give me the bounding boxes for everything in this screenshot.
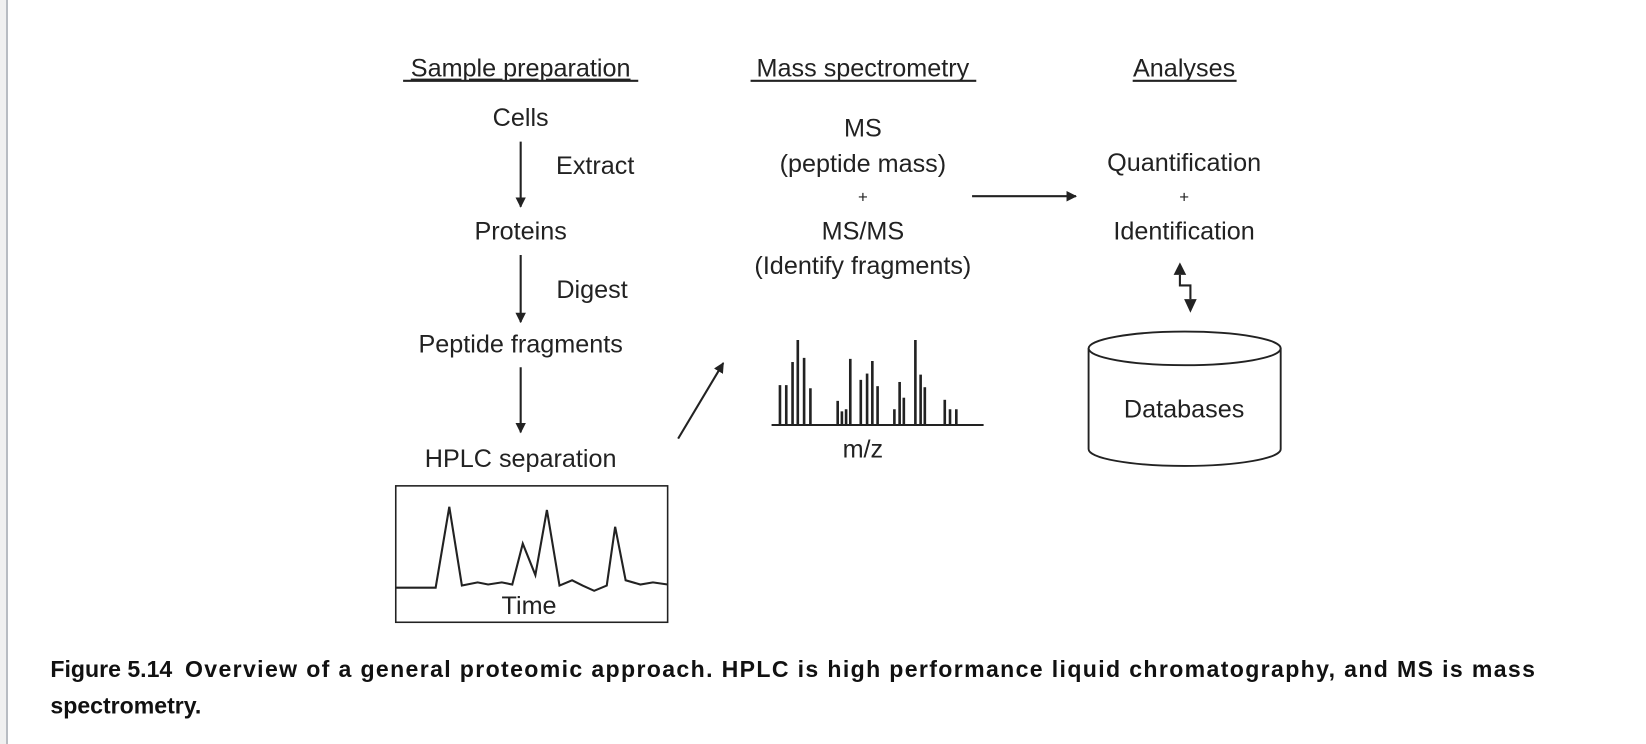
step-proteins: Proteins	[474, 217, 566, 245]
step-peptide-fragments: Peptide fragments	[419, 331, 623, 359]
mz-axis-label: m/z	[843, 436, 884, 464]
database-cylinder-icon	[1087, 330, 1282, 467]
header-analyses: Analyses	[1133, 55, 1235, 83]
quantification-label: Quantification	[1107, 149, 1261, 177]
ms-label: MS	[844, 114, 882, 142]
msms-label: MS/MS	[822, 217, 905, 245]
figure-caption-line1: Figure 5.14 Overview of a general proteo…	[50, 656, 1535, 682]
step-hplc-separation: HPLC separation	[425, 445, 617, 473]
diagonal-arrow	[677, 362, 725, 440]
plus-sign: +	[1179, 188, 1189, 207]
databases-label: Databases	[1124, 396, 1244, 424]
mass-spectrum	[778, 339, 958, 425]
chromatogram-box	[394, 485, 669, 624]
time-axis-label: Time	[502, 592, 557, 620]
step-extract: Extract	[556, 152, 634, 180]
identification-label: Identification	[1113, 217, 1254, 245]
plus-sign: +	[858, 188, 868, 207]
peptide-mass-label: (peptide mass)	[780, 150, 947, 178]
header-sample-preparation: Sample preparation	[411, 55, 631, 83]
step-cells: Cells	[493, 104, 549, 132]
step-digest: Digest	[556, 276, 627, 304]
bidirectional-arrow-icon	[1173, 262, 1197, 313]
identify-fragments-label: (Identify fragments)	[754, 252, 971, 280]
window-left-border	[0, 0, 8, 744]
figure-number: Figure 5.14	[50, 656, 172, 682]
header-mass-spectrometry: Mass spectrometry	[757, 55, 970, 83]
chromatogram-trace	[395, 506, 668, 592]
caption-text: Overview of a general proteomic approach…	[185, 656, 1535, 682]
figure-caption-line2: spectrometry.	[50, 693, 201, 719]
